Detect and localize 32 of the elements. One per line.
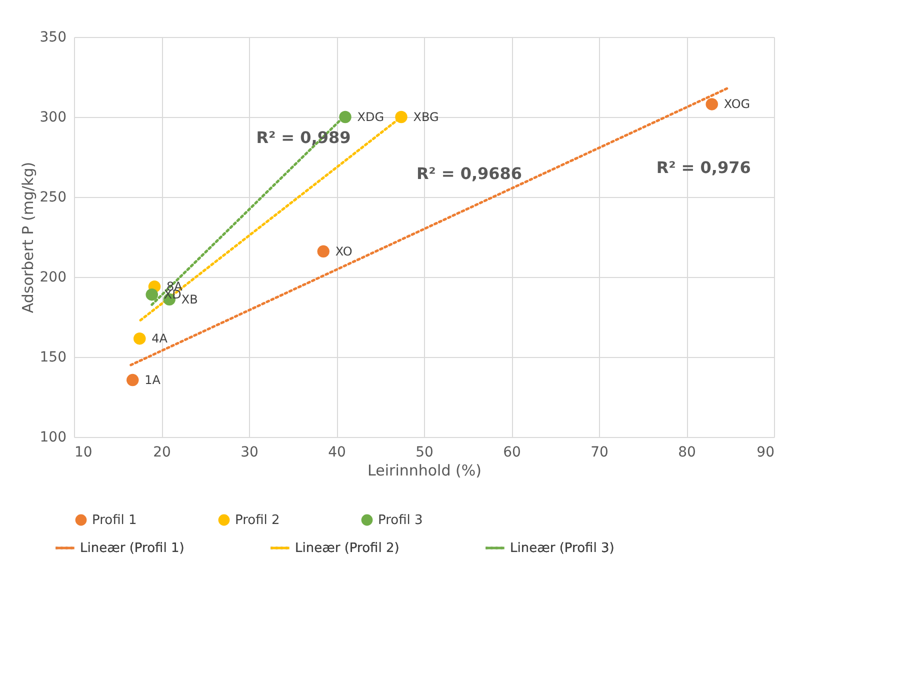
- legend-label: Lineær (Profil 1): [80, 541, 184, 556]
- annotation: XBG: [413, 110, 439, 124]
- x-tick-label: 80: [678, 444, 696, 460]
- y-tick-label: 100: [40, 430, 66, 446]
- x-tick-label: 20: [153, 444, 171, 460]
- annotation: XOG: [724, 97, 750, 112]
- y-tick-label: 300: [40, 110, 66, 126]
- annotation: R² = 0,976: [656, 158, 751, 178]
- x-tick-label: 30: [240, 444, 258, 460]
- annotation: R² = 0,9686: [416, 164, 522, 183]
- y-tick-label: 150: [40, 350, 66, 366]
- x-tick-label: 10: [74, 444, 92, 460]
- annotation: XB: [181, 292, 198, 306]
- x-tick-label: 40: [328, 444, 346, 460]
- y-tick-label: 200: [40, 270, 66, 286]
- legend-label: Lineær (Profil 3): [510, 541, 614, 556]
- legend-label: Lineær (Profil 2): [295, 541, 400, 556]
- x-tick-label: 60: [503, 444, 521, 460]
- legend-label: Profil 1: [92, 513, 137, 528]
- y-tick-label: 350: [40, 30, 66, 46]
- legend-label: Profil 2: [235, 513, 280, 528]
- x-tick-label: 70: [590, 444, 608, 460]
- annotation: XDG: [357, 110, 384, 124]
- legend-label: Profil 3: [378, 513, 423, 528]
- x-tick-label: 90: [756, 444, 774, 460]
- annotation: 4A: [152, 332, 168, 346]
- annotation: 1A: [144, 373, 162, 388]
- y-axis-title: Adsorbert P (mg/kg): [18, 162, 37, 314]
- x-tick-label: 50: [416, 444, 434, 460]
- x-axis-title: Leirinnhold (%): [368, 462, 482, 480]
- y-tick-label: 250: [40, 190, 66, 206]
- annotation: XO: [335, 244, 352, 258]
